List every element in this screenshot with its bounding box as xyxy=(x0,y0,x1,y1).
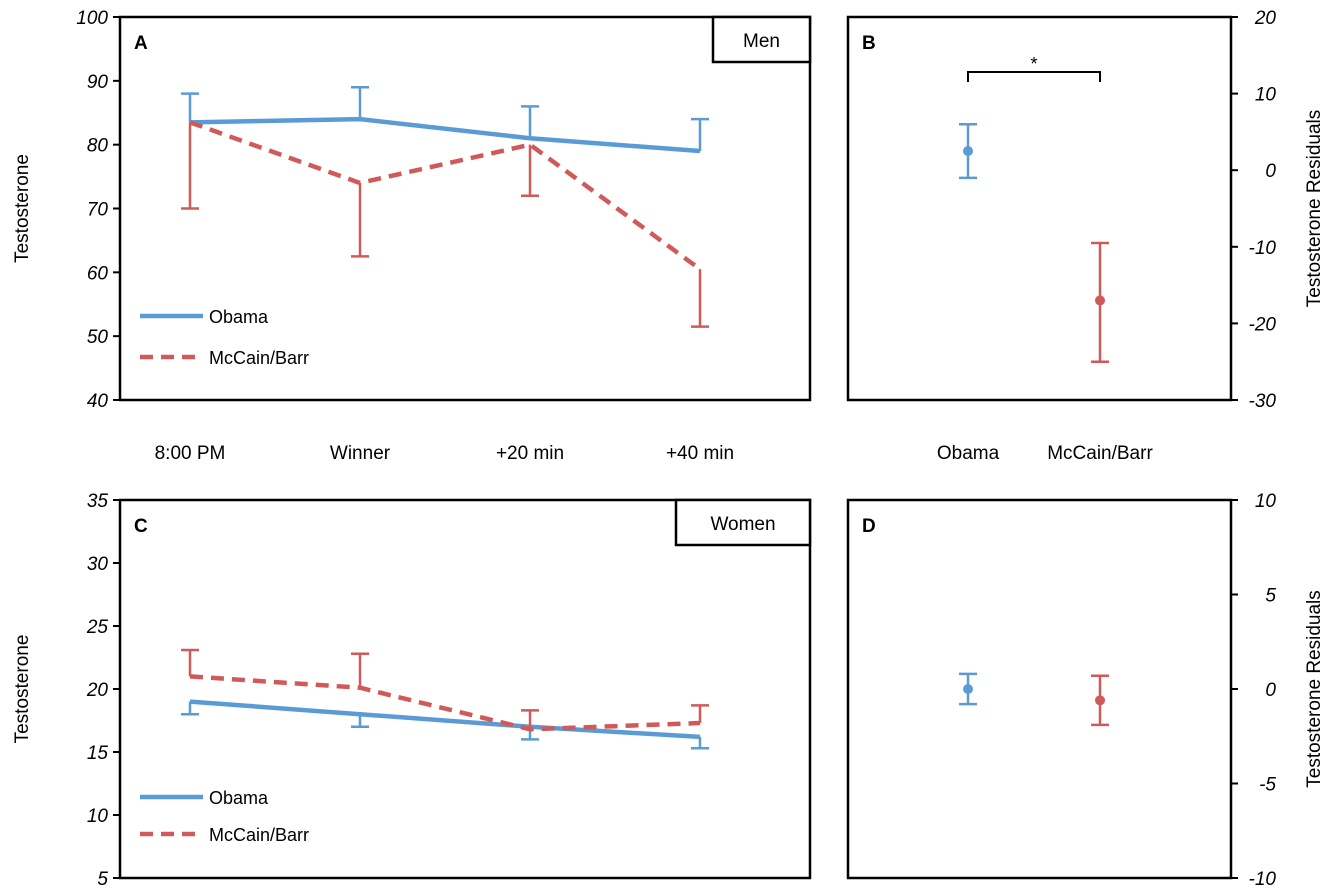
legend-c-mccain-barr-label: McCain/Barr xyxy=(209,825,309,845)
panel-d-ytick-label: -10 xyxy=(1249,869,1277,889)
panel-b-significance-bracket xyxy=(967,71,1101,82)
panel-b-mccain-barr-point xyxy=(1095,295,1105,306)
panel-d-obama-point xyxy=(963,684,973,694)
panel-b-frame xyxy=(846,15,1233,402)
panel-b-significance-marker: * xyxy=(1030,54,1037,74)
panel-a-category-label: +20 min xyxy=(496,443,564,464)
panel-c-ytick-label: 5 xyxy=(97,869,108,889)
panel-a-category-label: Winner xyxy=(330,443,391,464)
panel-c-letter: C xyxy=(134,516,148,537)
panel-a-frame xyxy=(118,15,812,402)
panel-c-tag-box xyxy=(674,498,812,547)
panel-a-mccain-barr-line xyxy=(189,120,702,271)
panel-b-ytick-label: -10 xyxy=(1249,238,1277,259)
panel-a-category-label: 8:00 PM xyxy=(155,443,226,464)
panel-c-obama-line xyxy=(189,699,701,740)
panel-a-obama-line xyxy=(189,116,701,154)
panel-c-ytick-label: 10 xyxy=(87,806,109,827)
panel-d-letter: D xyxy=(862,516,876,537)
panel-b-category-label: McCain/Barr xyxy=(1047,443,1153,464)
legend-a-obama-label: Obama xyxy=(209,307,269,327)
panel-d-ytick-label: 10 xyxy=(1255,491,1277,512)
panel-b-ytick-label: 0 xyxy=(1265,161,1276,182)
panel-c-ytick-label: 35 xyxy=(87,491,109,512)
legend-c-obama-label: Obama xyxy=(209,788,269,808)
panel-c-frame xyxy=(118,498,812,880)
panel-b-letter: B xyxy=(862,33,876,54)
panel-a-ytick-label: 100 xyxy=(76,8,108,29)
panel-c-ytick-label: 25 xyxy=(86,617,109,638)
panel-c-mccain-barr-line xyxy=(189,674,701,732)
panel-a-tag-box xyxy=(711,15,812,64)
panel-a-ytick-label: 80 xyxy=(87,136,109,157)
panel-b-ylabel: Testosterone Residuals xyxy=(1304,110,1325,308)
panel-d-ytick-label: 0 xyxy=(1265,680,1276,701)
panel-b-category-label: Obama xyxy=(937,443,1000,464)
panel-d-ylabel: Testosterone Residuals xyxy=(1304,590,1325,788)
panel-a-ytick-label: 70 xyxy=(87,200,109,221)
panel-a-ytick-label: 40 xyxy=(87,391,109,412)
panel-c-ylabel: Testosterone xyxy=(12,635,33,744)
panel-a-ylabel: Testosterone xyxy=(12,154,33,263)
panel-b-ytick-label: 20 xyxy=(1254,8,1277,29)
panel-c-tag-text: Women xyxy=(710,514,775,535)
panel-a-ytick-label: 90 xyxy=(87,72,109,93)
panel-d-ytick-label: -5 xyxy=(1259,775,1276,796)
panel-c-ytick-label: 15 xyxy=(87,743,109,764)
panel-b-obama-point xyxy=(963,146,973,157)
panel-d-mccain-barr-point xyxy=(1095,695,1105,706)
panel-a-letter: A xyxy=(134,33,148,54)
panel-d-ytick-label: 5 xyxy=(1265,586,1276,607)
panel-b-ytick-label: 10 xyxy=(1255,85,1277,106)
panel-a-ytick-label: 60 xyxy=(87,263,109,284)
legend-a-mccain-barr-label: McCain/Barr xyxy=(209,348,309,368)
panel-d-frame xyxy=(846,498,1233,880)
panel-a-category-label: +40 min xyxy=(666,443,734,464)
panel-a-tag-text: Men xyxy=(743,31,780,52)
panel-a-ytick-label: 50 xyxy=(87,327,109,348)
panel-b-ytick-label: -30 xyxy=(1249,391,1277,412)
panel-c-ytick-label: 20 xyxy=(86,680,109,701)
panel-c-ytick-label: 30 xyxy=(87,554,109,575)
panel-b-ytick-label: -20 xyxy=(1249,314,1277,335)
